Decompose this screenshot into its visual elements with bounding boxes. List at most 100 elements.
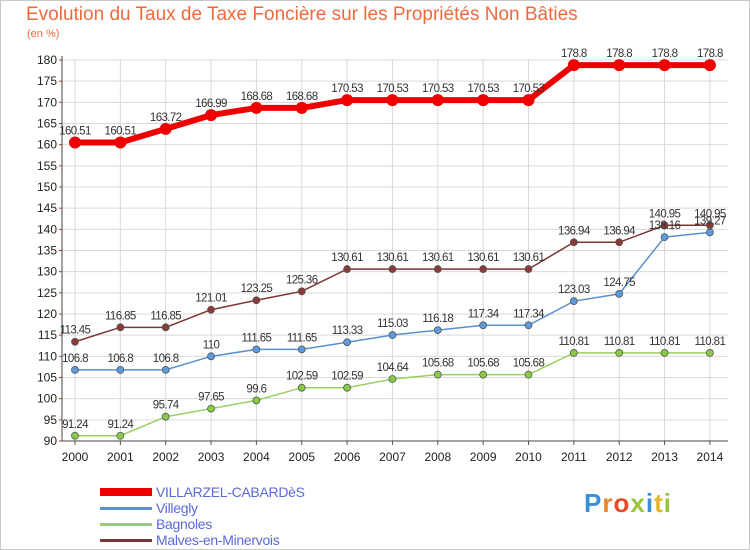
y-tick-label-2: 100 bbox=[37, 392, 57, 406]
series-3-label-13: 140.95 bbox=[649, 208, 681, 220]
logo-letter-3: x bbox=[630, 488, 646, 518]
series-1-label-6: 113.33 bbox=[332, 325, 363, 337]
legend-item-0: VILLARZEL-CABARDèS bbox=[100, 484, 305, 500]
series-3-point-0 bbox=[71, 337, 79, 346]
series-2-point-8 bbox=[433, 370, 442, 379]
series-2-label-11: 110.81 bbox=[558, 336, 589, 348]
series-0-label-13: 178.8 bbox=[652, 48, 678, 60]
series-3-label-9: 130.61 bbox=[467, 252, 499, 264]
x-tick-label-2: 2002 bbox=[152, 450, 179, 464]
series-3-point-8 bbox=[433, 265, 442, 273]
series-0-point-3 bbox=[205, 109, 218, 122]
series-0-point-9 bbox=[477, 94, 490, 107]
series-3-point-13 bbox=[660, 221, 669, 230]
y-tick-label-18: 180 bbox=[37, 53, 57, 67]
series-2-label-7: 104.64 bbox=[377, 362, 410, 374]
series-2-label-2: 95.74 bbox=[153, 400, 180, 412]
series-3-label-5: 125.36 bbox=[286, 274, 318, 286]
x-tick-label-13: 2013 bbox=[651, 450, 678, 464]
series-3-label-2: 116.85 bbox=[150, 310, 181, 322]
y-tick-label-8: 130 bbox=[37, 265, 57, 279]
y-tick-label-14: 160 bbox=[37, 138, 57, 152]
series-2-label-6: 102.59 bbox=[331, 371, 363, 383]
series-0-label-8: 170.53 bbox=[422, 83, 454, 95]
y-tick-label-13: 155 bbox=[37, 159, 57, 173]
x-tick-label-0: 2000 bbox=[62, 450, 89, 464]
series-1-label-0: 106.8 bbox=[62, 353, 88, 365]
series-3-point-11 bbox=[569, 238, 578, 247]
series-0-point-0 bbox=[69, 136, 81, 149]
series-2-point-2 bbox=[161, 412, 170, 421]
x-tick-label-5: 2005 bbox=[288, 450, 315, 464]
series-3-point-4 bbox=[252, 296, 261, 305]
series-0-label-14: 178.8 bbox=[697, 48, 723, 60]
y-tick-label-1: 95 bbox=[44, 413, 58, 427]
series-2-point-10 bbox=[524, 370, 533, 379]
logo-letter-6: i bbox=[663, 488, 672, 518]
x-tick-label-10: 2010 bbox=[515, 450, 542, 464]
series-2-point-9 bbox=[479, 370, 488, 379]
series-0-label-0: 160.51 bbox=[59, 126, 91, 138]
legend-label-2: Bagnoles bbox=[156, 516, 212, 532]
series-0-label-3: 166.99 bbox=[195, 98, 227, 110]
y-tick-label-5: 115 bbox=[38, 328, 57, 342]
series-1-label-4: 111.65 bbox=[241, 332, 271, 344]
y-tick-label-16: 170 bbox=[37, 95, 57, 109]
series-1-label-14: 139.27 bbox=[694, 215, 726, 227]
series-0-point-5 bbox=[295, 101, 308, 114]
x-tick-label-4: 2004 bbox=[243, 450, 270, 464]
series-3-label-14: 140.95 bbox=[694, 208, 726, 220]
x-tick-label-11: 2011 bbox=[561, 450, 587, 464]
series-3-label-3: 121.01 bbox=[195, 293, 227, 305]
unit-label: (en %) bbox=[27, 28, 60, 40]
series-1-point-8 bbox=[433, 326, 442, 335]
y-tick-label-7: 125 bbox=[37, 286, 57, 300]
series-0-label-4: 168.68 bbox=[241, 91, 273, 103]
series-1-label-10: 117.34 bbox=[513, 308, 545, 320]
y-tick-label-6: 120 bbox=[37, 307, 57, 321]
series-2-point-11 bbox=[569, 349, 578, 357]
series-2-label-5: 102.59 bbox=[286, 371, 318, 383]
series-1-point-4 bbox=[252, 345, 261, 354]
series-0-point-1 bbox=[114, 136, 127, 149]
series-0-point-7 bbox=[386, 94, 399, 107]
series-1-point-14 bbox=[706, 228, 714, 237]
series-0-point-6 bbox=[341, 94, 354, 107]
logo-letter-5: t bbox=[654, 488, 664, 518]
series-1-point-3 bbox=[207, 352, 215, 361]
logo-letter-1: r bbox=[602, 488, 614, 518]
series-0-label-1: 160.51 bbox=[105, 126, 137, 138]
series-2-point-1 bbox=[116, 431, 125, 440]
legend-swatch-0 bbox=[100, 488, 152, 496]
series-1-point-6 bbox=[343, 338, 352, 347]
x-tick-label-14: 2014 bbox=[697, 450, 724, 464]
series-0-point-12 bbox=[613, 59, 626, 72]
x-tick-label-7: 2007 bbox=[379, 450, 406, 464]
legend-label-0: VILLARZEL-CABARDèS bbox=[156, 484, 305, 500]
series-2-point-12 bbox=[615, 349, 624, 357]
legend-item-3: Malves-en-Minervois bbox=[100, 532, 305, 548]
series-2-point-5 bbox=[297, 383, 306, 392]
series-3-label-4: 123.25 bbox=[241, 283, 273, 295]
series-0-label-7: 170.53 bbox=[377, 83, 409, 95]
series-2-point-0 bbox=[71, 431, 79, 440]
series-0-label-12: 178.8 bbox=[606, 48, 632, 60]
logo-letter-2: o bbox=[613, 488, 631, 518]
series-2-point-14 bbox=[706, 349, 714, 357]
series-1-label-13: 138.16 bbox=[649, 220, 681, 232]
x-tick-label-3: 2003 bbox=[198, 450, 225, 464]
x-tick-label-6: 2006 bbox=[334, 450, 361, 464]
series-0-label-10: 170.53 bbox=[513, 83, 545, 95]
series-1-label-5: 111.65 bbox=[287, 332, 317, 344]
series-0-point-10 bbox=[522, 94, 535, 107]
series-1-point-2 bbox=[161, 365, 170, 374]
series-3-point-2 bbox=[161, 323, 170, 332]
series-1-point-0 bbox=[71, 365, 79, 374]
series-1-point-9 bbox=[479, 321, 488, 330]
series-2-label-8: 105.68 bbox=[422, 358, 454, 370]
legend-swatch-1 bbox=[100, 506, 152, 510]
series-3-point-6 bbox=[343, 265, 352, 273]
series-3-label-7: 130.61 bbox=[377, 252, 409, 264]
series-2-point-6 bbox=[343, 383, 352, 392]
series-2-point-3 bbox=[207, 404, 215, 413]
